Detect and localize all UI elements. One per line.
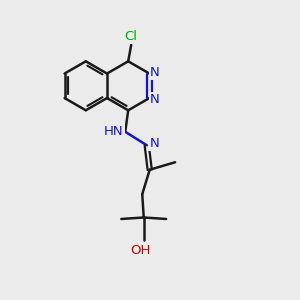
Text: N: N	[150, 93, 160, 106]
Text: Cl: Cl	[125, 30, 138, 43]
Text: HN: HN	[104, 125, 124, 138]
Text: OH: OH	[130, 244, 150, 257]
Text: N: N	[149, 137, 159, 150]
Text: N: N	[150, 66, 160, 79]
